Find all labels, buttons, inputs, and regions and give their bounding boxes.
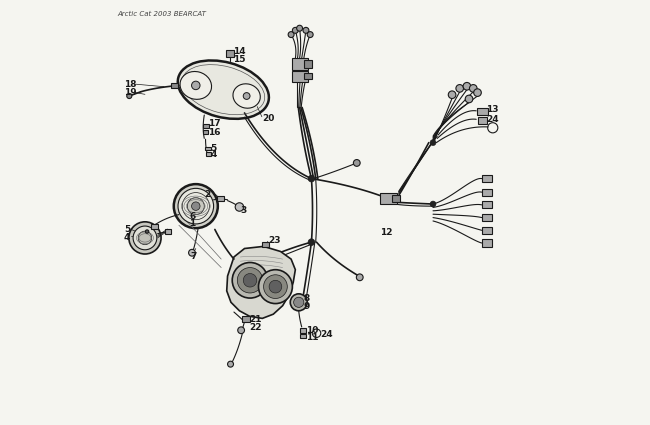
Circle shape	[188, 249, 196, 256]
Circle shape	[456, 85, 463, 92]
Circle shape	[354, 159, 360, 166]
Bar	[242, 317, 250, 322]
Circle shape	[187, 198, 204, 215]
Text: 24: 24	[486, 115, 499, 124]
Text: 3: 3	[240, 206, 246, 215]
Bar	[482, 175, 492, 182]
Bar	[482, 227, 492, 234]
Bar	[151, 224, 158, 229]
Circle shape	[296, 25, 302, 31]
Text: 20: 20	[263, 114, 275, 123]
Text: 5: 5	[211, 144, 217, 153]
Bar	[226, 50, 233, 57]
Circle shape	[307, 31, 313, 37]
Text: 11: 11	[306, 333, 319, 342]
Bar	[482, 189, 492, 196]
Circle shape	[291, 294, 307, 311]
Circle shape	[430, 201, 436, 207]
Text: 22: 22	[249, 323, 261, 332]
Circle shape	[269, 280, 282, 293]
Bar	[482, 239, 492, 246]
Circle shape	[129, 222, 161, 254]
Bar	[205, 152, 211, 156]
Circle shape	[237, 268, 263, 293]
Bar	[482, 214, 492, 221]
Bar	[171, 83, 179, 88]
Circle shape	[308, 175, 315, 182]
Text: 24: 24	[320, 329, 333, 339]
Text: 6: 6	[189, 212, 196, 221]
Text: 12: 12	[380, 228, 393, 237]
Circle shape	[192, 202, 200, 210]
Text: 5: 5	[124, 225, 130, 234]
Bar	[392, 195, 400, 202]
Text: 17: 17	[208, 119, 221, 128]
Text: 1: 1	[189, 219, 196, 228]
Bar	[300, 328, 306, 333]
Bar	[203, 130, 208, 134]
Text: 7: 7	[190, 252, 197, 261]
Circle shape	[232, 263, 268, 298]
Bar	[380, 193, 396, 204]
Ellipse shape	[177, 60, 269, 119]
Ellipse shape	[233, 84, 260, 108]
Circle shape	[294, 297, 304, 307]
Text: 9: 9	[304, 302, 310, 311]
Bar	[203, 124, 209, 128]
Polygon shape	[227, 246, 295, 318]
Circle shape	[235, 203, 244, 211]
Circle shape	[238, 327, 244, 334]
Circle shape	[259, 270, 292, 303]
Text: 23: 23	[268, 235, 281, 244]
Circle shape	[448, 91, 456, 99]
Text: 21: 21	[249, 315, 261, 324]
Bar	[304, 60, 312, 68]
Text: Arctic Cat 2003 BEARCAT: Arctic Cat 2003 BEARCAT	[118, 11, 206, 17]
Text: 4: 4	[124, 232, 130, 241]
Bar	[477, 108, 488, 116]
Text: 4: 4	[211, 150, 217, 159]
Circle shape	[474, 89, 481, 96]
Bar	[292, 58, 307, 70]
Bar	[165, 229, 172, 234]
Text: 2: 2	[205, 190, 211, 199]
Circle shape	[146, 230, 149, 233]
Bar	[263, 242, 269, 247]
Bar	[205, 147, 211, 150]
Circle shape	[356, 274, 363, 280]
Circle shape	[292, 27, 298, 33]
Circle shape	[192, 81, 200, 90]
Circle shape	[430, 140, 436, 146]
Bar	[217, 196, 224, 201]
Circle shape	[243, 93, 250, 99]
Circle shape	[127, 94, 132, 99]
Text: 19: 19	[124, 88, 136, 97]
Bar	[300, 334, 306, 338]
Circle shape	[303, 27, 309, 33]
Circle shape	[138, 231, 151, 245]
Text: 18: 18	[124, 79, 136, 89]
Bar	[292, 71, 307, 82]
Bar	[478, 117, 488, 124]
Circle shape	[463, 82, 471, 90]
Ellipse shape	[180, 71, 211, 99]
Text: 16: 16	[208, 128, 220, 136]
Bar	[482, 201, 492, 209]
Text: 8: 8	[304, 295, 310, 303]
Circle shape	[288, 31, 294, 37]
Text: 13: 13	[486, 105, 499, 113]
Circle shape	[469, 85, 477, 92]
Circle shape	[133, 226, 157, 250]
Circle shape	[308, 239, 315, 246]
Circle shape	[227, 361, 233, 367]
Circle shape	[264, 275, 287, 298]
Text: 15: 15	[233, 55, 246, 64]
Text: 10: 10	[306, 326, 318, 335]
Circle shape	[243, 274, 257, 287]
Circle shape	[174, 184, 218, 228]
Bar	[304, 73, 312, 79]
Circle shape	[178, 188, 214, 224]
Circle shape	[465, 95, 473, 103]
Text: 14: 14	[233, 47, 246, 56]
